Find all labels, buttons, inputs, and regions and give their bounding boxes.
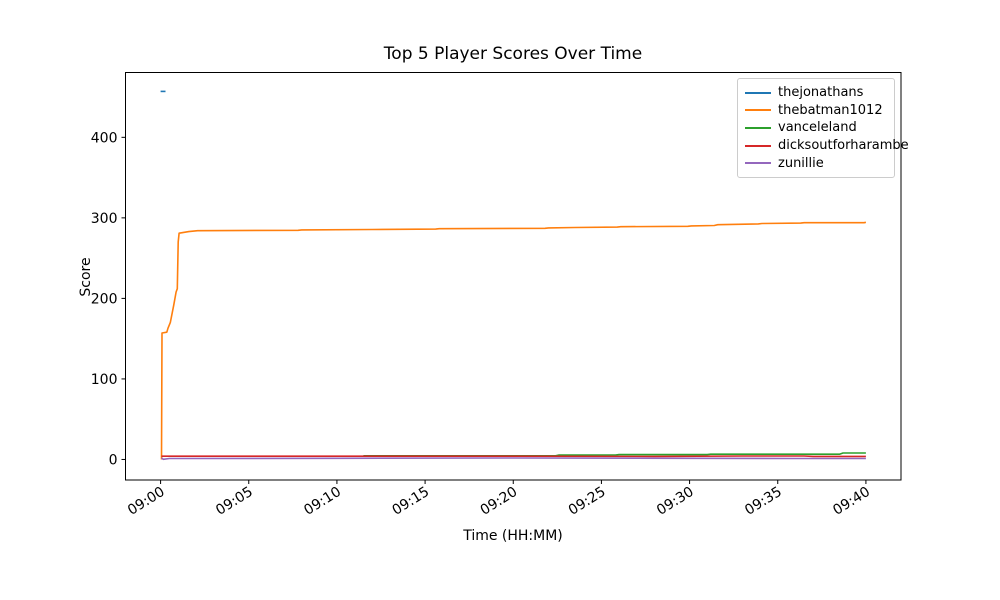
y-tick-label: 0: [109, 452, 118, 468]
legend-item-dicksoutforharambe: dicksoutforharambe: [745, 137, 909, 155]
y-tick-label: 200: [91, 291, 118, 307]
legend-item-thejonathans: thejonathans: [745, 84, 888, 102]
legend-label: thebatman1012: [778, 102, 883, 118]
legend-line-swatch: [745, 126, 771, 129]
x-tick-label: 09:25: [566, 484, 609, 519]
series-line-zunillie: [160, 457, 866, 461]
x-tick-label: 09:30: [654, 484, 697, 519]
legend-line-swatch: [745, 109, 771, 112]
series-line-vanceleland: [363, 452, 866, 457]
x-tick-label: 09:35: [742, 484, 785, 519]
legend-label: dicksoutforharambe: [778, 138, 909, 154]
legend-line-swatch: [745, 91, 771, 94]
x-tick-label: 09:10: [301, 484, 344, 519]
chart-title: Top 5 Player Scores Over Time: [383, 44, 643, 64]
legend-label: vanceleland: [778, 120, 857, 136]
y-tick-label: 400: [91, 130, 118, 146]
x-axis-label: Time (HH:MM): [463, 528, 563, 544]
legend-line-swatch: [745, 144, 771, 147]
x-tick-label: 09:20: [478, 484, 521, 519]
x-tick-label: 09:05: [213, 484, 256, 519]
x-tick-label: 09:15: [389, 484, 432, 519]
legend: thejonathans thebatman1012 vanceleland dick…: [737, 78, 909, 178]
y-axis-label: Score: [78, 257, 94, 297]
series-line-thebatman1012: [160, 221, 867, 460]
legend-item-thebatman1012: thebatman1012: [745, 102, 888, 120]
x-tick-label: 09:00: [125, 484, 168, 519]
legend-label: thejonathans: [778, 85, 864, 101]
x-tick-label: 09:40: [830, 484, 873, 519]
legend-item-vanceleland: vanceleland: [745, 119, 888, 137]
legend-label: zunillie: [778, 155, 824, 171]
y-tick-label: 100: [91, 372, 118, 388]
legend-line-swatch: [745, 162, 771, 165]
y-tick-label: 300: [91, 211, 118, 227]
legend-item-zunillie: zunillie: [745, 154, 888, 172]
